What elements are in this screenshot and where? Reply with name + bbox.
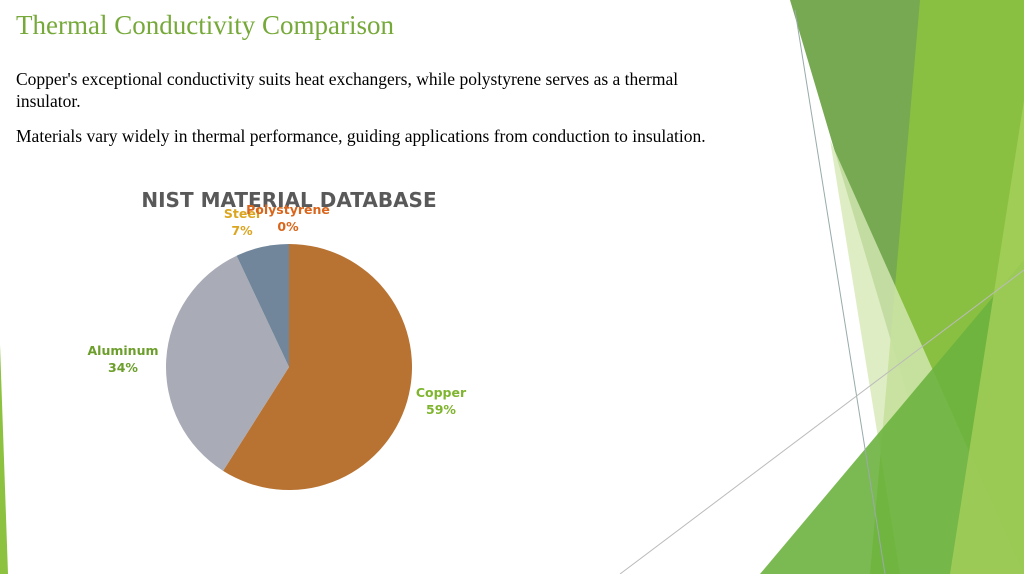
category-label: Polystyrene xyxy=(246,202,330,217)
category-label: Steel xyxy=(224,206,260,221)
pie-slice xyxy=(166,255,289,471)
value-label: 34% xyxy=(108,360,138,375)
data-label: Polystyrene 0% xyxy=(246,202,330,234)
value-label: 59% xyxy=(426,402,456,417)
paragraph: Copper's exceptional conductivity suits … xyxy=(16,69,679,111)
value-label: 7% xyxy=(231,223,253,238)
paragraph: Materials vary widely in thermal perform… xyxy=(16,126,706,146)
pie-slice xyxy=(236,244,289,367)
value-label: 0% xyxy=(277,219,299,234)
category-label: Copper xyxy=(416,385,467,400)
data-label: Steel 7% xyxy=(224,206,260,238)
data-label: Copper 59% xyxy=(416,385,467,417)
data-label: Aluminum 34% xyxy=(88,343,159,375)
category-label: Aluminum xyxy=(88,343,159,358)
chart-title: NIST MATERIAL DATABASE xyxy=(141,188,436,212)
slide-title: Thermal Conductivity Comparison xyxy=(16,10,394,40)
pie-slice xyxy=(223,244,413,490)
